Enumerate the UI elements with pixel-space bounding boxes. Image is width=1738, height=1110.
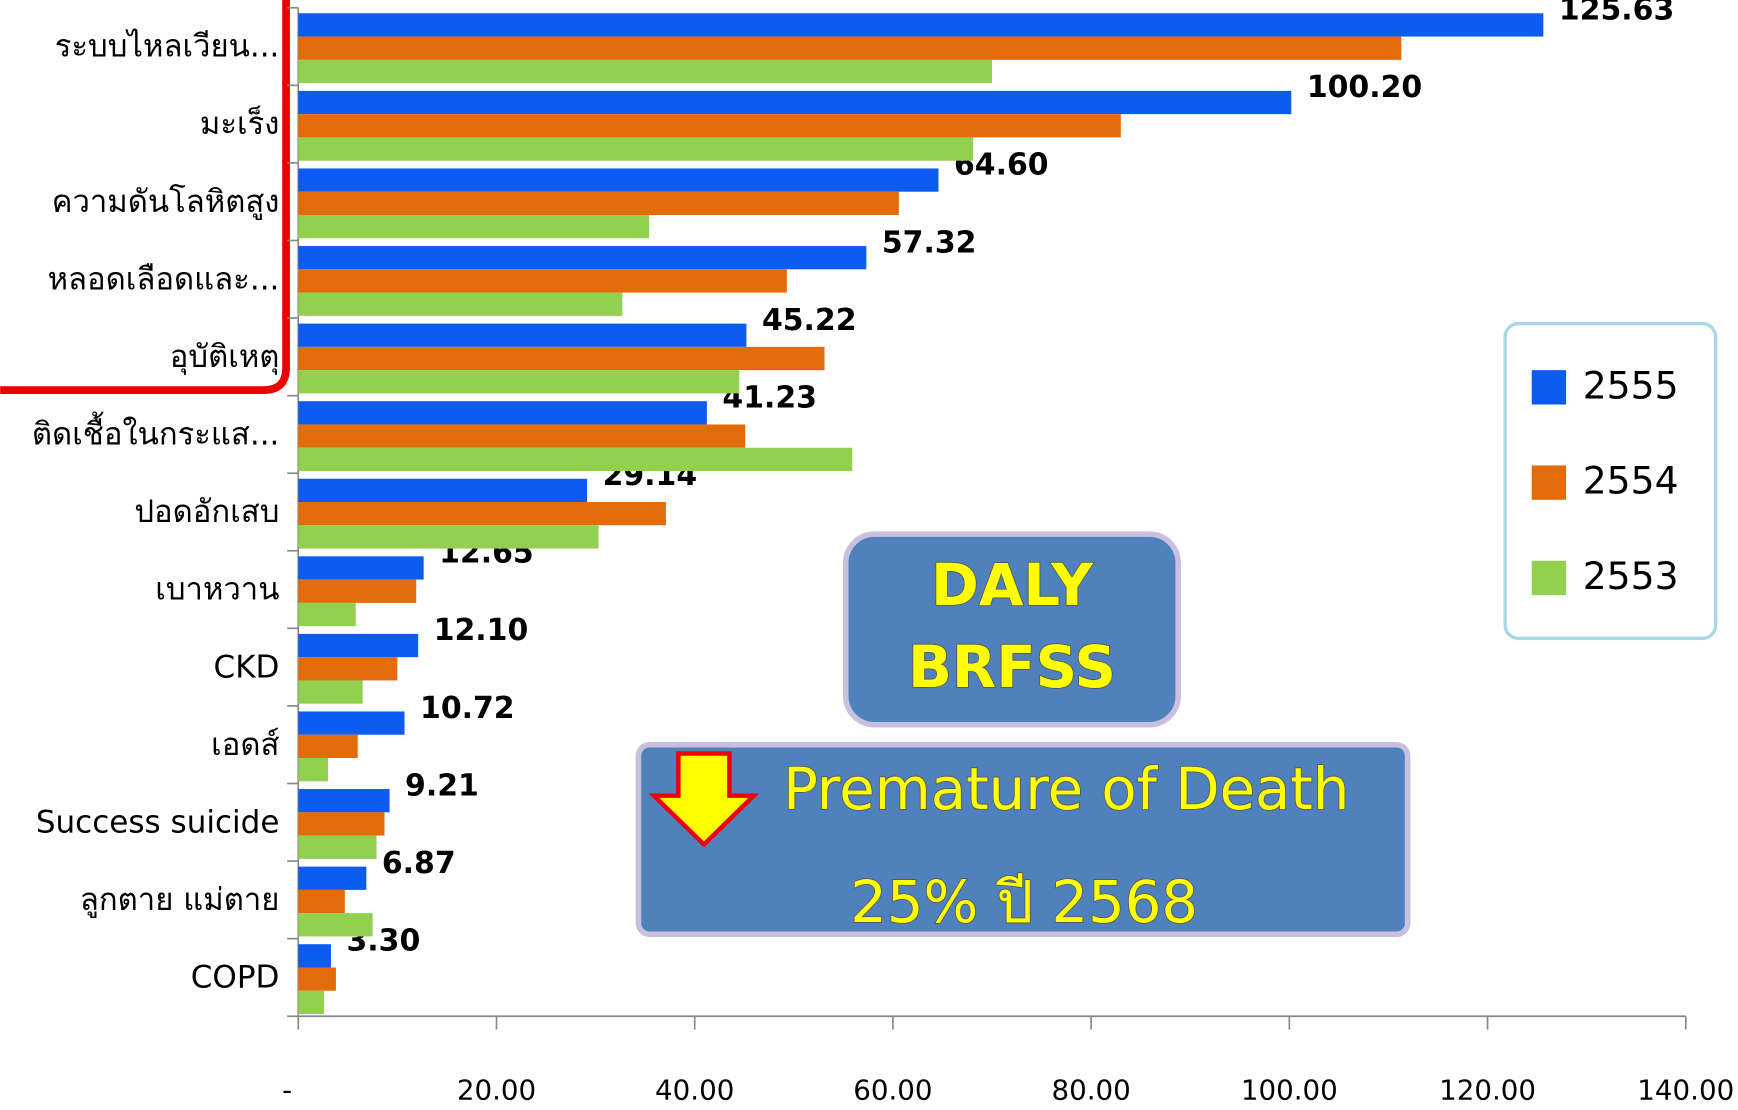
value-label: 57.32 (882, 225, 977, 260)
y-tick-label: COPD (191, 960, 280, 996)
y-tick-label: ลูกตาย แม่ตาย (80, 882, 280, 918)
bar (298, 758, 329, 782)
bar (298, 478, 588, 503)
annotation-box (635, 741, 1411, 937)
bar (298, 502, 666, 526)
bar (298, 680, 363, 704)
legend-swatch (1531, 560, 1567, 596)
bar (298, 292, 623, 316)
bar (298, 137, 974, 161)
bar (298, 214, 650, 239)
y-tick-label: ปอดอักเสบ (134, 494, 279, 530)
x-tick-label: - (282, 1074, 292, 1106)
bar (298, 812, 385, 836)
y-tick-label: ความดันโลหิตสูง (52, 184, 280, 220)
x-tick-label: 80.00 (1051, 1074, 1130, 1106)
bar (298, 36, 1402, 60)
bar (298, 889, 345, 914)
bar (298, 866, 367, 890)
value-label: 100.20 (1307, 70, 1422, 105)
value-label: 10.72 (420, 691, 515, 726)
legend-label: 2553 (1583, 554, 1679, 598)
value-label: 125.63 (1559, 0, 1674, 28)
bar (298, 967, 336, 991)
y-tick-label: อุบัติเหตุ (170, 339, 280, 376)
bar (298, 633, 419, 658)
highlight-bracket (0, 0, 290, 394)
value-label: 6.87 (382, 846, 456, 881)
y-tick-label: เอดส์ (211, 727, 279, 763)
bar (298, 734, 358, 759)
y-tick-label: ระบบไหลเวียน... (55, 29, 280, 65)
x-tick-label: 100.00 (1241, 1074, 1338, 1106)
annotation: Premature of Death (783, 756, 1349, 823)
bar (298, 944, 331, 968)
annotation-box (842, 531, 1181, 728)
legend-swatch (1531, 465, 1567, 500)
bar (298, 579, 417, 603)
y-tick-label: มะเร็ง (200, 105, 280, 142)
bar (298, 246, 867, 270)
bar (298, 59, 993, 84)
bar (298, 990, 325, 1015)
x-tick-label: 120.00 (1439, 1074, 1536, 1106)
bar (298, 602, 356, 627)
bar (298, 370, 740, 394)
y-tick-label: หลอดเลือดและ... (48, 261, 280, 297)
bar (298, 835, 377, 859)
legend-label: 2555 (1583, 363, 1679, 407)
y-tick-label: ติดเชื้อในกระแส... (32, 412, 280, 453)
bar (298, 90, 1292, 115)
bar (298, 323, 747, 347)
value-label: 12.10 (434, 613, 529, 648)
annotation: 25% ปี 2568 (850, 869, 1198, 936)
bar (298, 401, 707, 425)
annotation: DALY (931, 552, 1094, 619)
bar (298, 191, 899, 215)
y-tick-label: Success suicide (36, 804, 280, 840)
bar (298, 556, 424, 580)
bar (298, 346, 825, 371)
x-tick-label: 60.00 (853, 1074, 932, 1106)
bar (298, 168, 939, 192)
y-tick-label: เบาหวาน (155, 572, 279, 608)
x-tick-label: 40.00 (655, 1074, 734, 1106)
x-tick-label: 140.00 (1637, 1074, 1734, 1106)
bar (298, 424, 746, 448)
x-tick-label: 20.00 (457, 1074, 536, 1106)
value-label: 45.22 (762, 303, 857, 338)
y-tick-label: CKD (214, 649, 280, 685)
bar (298, 913, 373, 937)
down-arrow (648, 751, 760, 848)
bar (298, 114, 1121, 138)
legend-label: 2554 (1583, 459, 1679, 503)
bar (298, 789, 390, 813)
bar (298, 711, 405, 735)
legend-swatch (1531, 370, 1567, 405)
bar (298, 269, 787, 293)
bar (298, 447, 853, 471)
bar (298, 525, 599, 549)
bar (298, 657, 398, 681)
annotation: BRFSS (908, 634, 1116, 701)
bar (298, 13, 1544, 37)
value-label: 9.21 (405, 768, 479, 803)
